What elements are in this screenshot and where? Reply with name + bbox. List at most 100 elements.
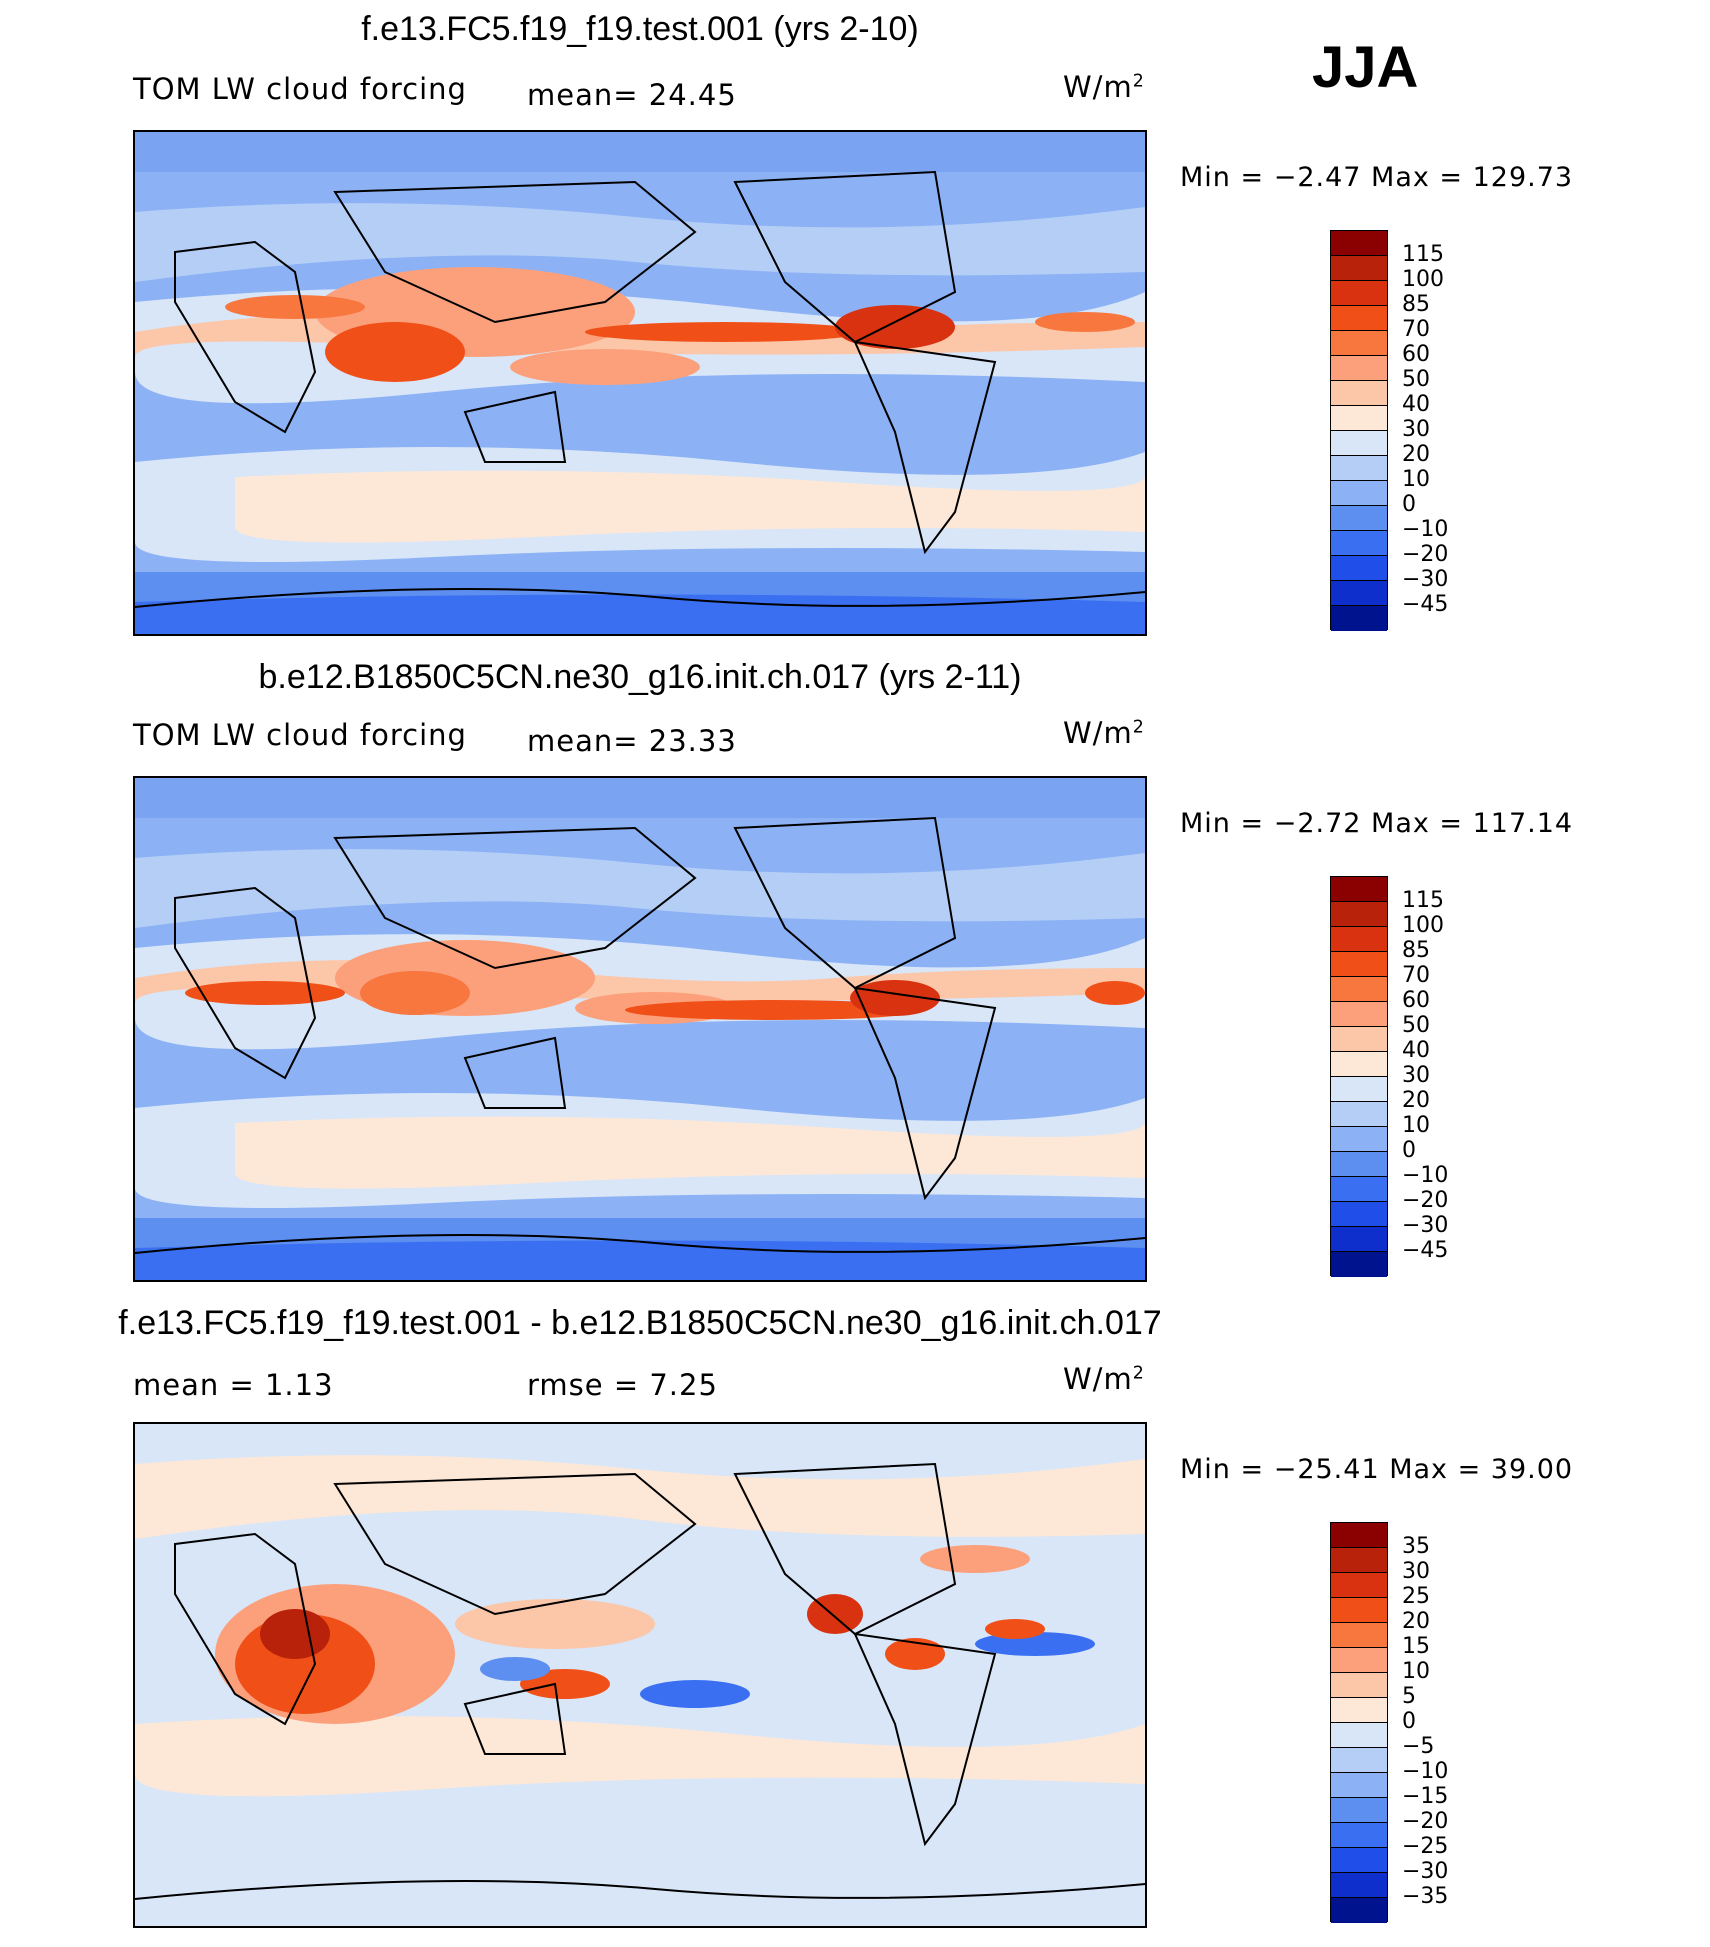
colorbar-swatch: [1331, 531, 1387, 556]
colorbar-level-label: 10: [1402, 1113, 1430, 1138]
colorbar-level-label: −15: [1402, 1784, 1449, 1809]
colorbar-swatch: [1331, 1748, 1387, 1773]
colorbar-swatch: [1331, 877, 1387, 902]
panel-1-title: f.e13.FC5.f19_f19.test.001 (yrs 2-10): [361, 10, 919, 48]
panel-2-units: W/m2: [1063, 716, 1145, 750]
colorbar-level-label: −10: [1402, 1163, 1449, 1188]
colorbar-level-label: −20: [1402, 1188, 1449, 1213]
colorbar-swatch: [1331, 306, 1387, 331]
panel-3-map: [133, 1422, 1147, 1928]
colorbar-swatch: [1331, 902, 1387, 927]
colorbar-level-label: 10: [1402, 467, 1430, 492]
colorbar-swatch: [1331, 1027, 1387, 1052]
colorbar-swatch: [1331, 1127, 1387, 1152]
colorbar-level-label: −5: [1402, 1734, 1435, 1759]
colorbar-level-label: 100: [1402, 267, 1444, 292]
colorbar-level-label: 70: [1402, 963, 1430, 988]
colorbar-swatch: [1331, 506, 1387, 531]
panel-1-minmax: Min = −2.47 Max = 129.73: [1180, 162, 1574, 193]
colorbar-level-label: 20: [1402, 1609, 1430, 1634]
colorbar-swatch: [1331, 431, 1387, 456]
colorbar-swatch: [1331, 977, 1387, 1002]
colorbar-level-label: 40: [1402, 1038, 1430, 1063]
colorbar-level-label: 10: [1402, 1659, 1430, 1684]
colorbar-level-label: 20: [1402, 442, 1430, 467]
colorbar-level-label: 15: [1402, 1634, 1430, 1659]
colorbar-level-label: −45: [1402, 1238, 1449, 1263]
colorbar-swatch: [1331, 1177, 1387, 1202]
colorbar-swatch: [1331, 356, 1387, 381]
colorbar-level-label: 30: [1402, 1063, 1430, 1088]
panel-3-title: f.e13.FC5.f19_f19.test.001 - b.e12.B1850…: [118, 1304, 1162, 1342]
colorbar-swatch: [1331, 927, 1387, 952]
colorbar-swatch: [1331, 1623, 1387, 1648]
panel-1-mean: mean= 24.45: [527, 78, 737, 112]
colorbar-level-label: 115: [1402, 242, 1444, 267]
panel-2-title: b.e12.B1850C5CN.ne30_g16.init.ch.017 (yr…: [258, 658, 1022, 696]
colorbar-level-label: 50: [1402, 367, 1430, 392]
colorbar-swatch: [1331, 1252, 1387, 1277]
colorbar-swatch: [1331, 406, 1387, 431]
colorbar-swatch: [1331, 331, 1387, 356]
panel-1-units: W/m2: [1063, 70, 1145, 104]
colorbar-level-label: 35: [1402, 1534, 1430, 1559]
colorbar-level-label: 50: [1402, 1013, 1430, 1038]
panel-1-map: [133, 130, 1147, 636]
colorbar-swatch: [1331, 581, 1387, 606]
panel-2-mean: mean= 23.33: [527, 724, 737, 758]
colorbar-swatch: [1331, 1523, 1387, 1548]
colorbar-swatch: [1331, 1227, 1387, 1252]
panel-2-map: [133, 776, 1147, 1282]
panel-3-minmax: Min = −25.41 Max = 39.00: [1180, 1454, 1574, 1485]
colorbar-level-label: 20: [1402, 1088, 1430, 1113]
colorbar-swatch: [1331, 1898, 1387, 1923]
colorbar-swatch: [1331, 1573, 1387, 1598]
colorbar-swatch: [1331, 1673, 1387, 1698]
colorbar-swatch: [1331, 1548, 1387, 1573]
colorbar-level-label: 115: [1402, 888, 1444, 913]
colorbar-level-label: 5: [1402, 1684, 1416, 1709]
colorbar-swatch: [1331, 1648, 1387, 1673]
colorbar-level-label: 0: [1402, 1138, 1416, 1163]
panel-3-units: W/m2: [1063, 1362, 1145, 1396]
colorbar-swatch: [1331, 281, 1387, 306]
panel-3-mean: mean = 1.13: [133, 1368, 334, 1402]
panel-1-colorbar: [1330, 230, 1388, 631]
panel-2-variable: TOM LW cloud forcing: [133, 718, 467, 752]
colorbar-level-label: 40: [1402, 392, 1430, 417]
panel-2-minmax: Min = −2.72 Max = 117.14: [1180, 808, 1574, 839]
colorbar-level-label: 30: [1402, 417, 1430, 442]
colorbar-swatch: [1331, 1598, 1387, 1623]
colorbar-level-label: −30: [1402, 567, 1449, 592]
colorbar-level-label: −35: [1402, 1884, 1449, 1909]
colorbar-level-label: −45: [1402, 592, 1449, 617]
season-label: JJA: [1312, 35, 1419, 100]
panel-1-variable: TOM LW cloud forcing: [133, 72, 467, 106]
colorbar-swatch: [1331, 381, 1387, 406]
colorbar-swatch: [1331, 952, 1387, 977]
colorbar-swatch: [1331, 606, 1387, 631]
colorbar-level-label: 60: [1402, 988, 1430, 1013]
panel-3-rmse: rmse = 7.25: [527, 1368, 718, 1402]
colorbar-level-label: −25: [1402, 1834, 1449, 1859]
colorbar-level-label: 0: [1402, 492, 1416, 517]
colorbar-swatch: [1331, 1723, 1387, 1748]
panel-2-colorbar: [1330, 876, 1388, 1277]
colorbar-swatch: [1331, 481, 1387, 506]
colorbar-swatch: [1331, 1002, 1387, 1027]
colorbar-level-label: −10: [1402, 517, 1449, 542]
colorbar-level-label: 30: [1402, 1559, 1430, 1584]
colorbar-swatch: [1331, 1202, 1387, 1227]
panel-3-colorbar: [1330, 1522, 1388, 1923]
colorbar-level-label: −30: [1402, 1213, 1449, 1238]
colorbar-level-label: 70: [1402, 317, 1430, 342]
colorbar-level-label: −30: [1402, 1859, 1449, 1884]
colorbar-level-label: 85: [1402, 938, 1430, 963]
colorbar-level-label: 100: [1402, 913, 1444, 938]
colorbar-swatch: [1331, 231, 1387, 256]
colorbar-level-label: −10: [1402, 1759, 1449, 1784]
colorbar-swatch: [1331, 1798, 1387, 1823]
colorbar-level-label: −20: [1402, 1809, 1449, 1834]
colorbar-level-label: 25: [1402, 1584, 1430, 1609]
colorbar-swatch: [1331, 256, 1387, 281]
